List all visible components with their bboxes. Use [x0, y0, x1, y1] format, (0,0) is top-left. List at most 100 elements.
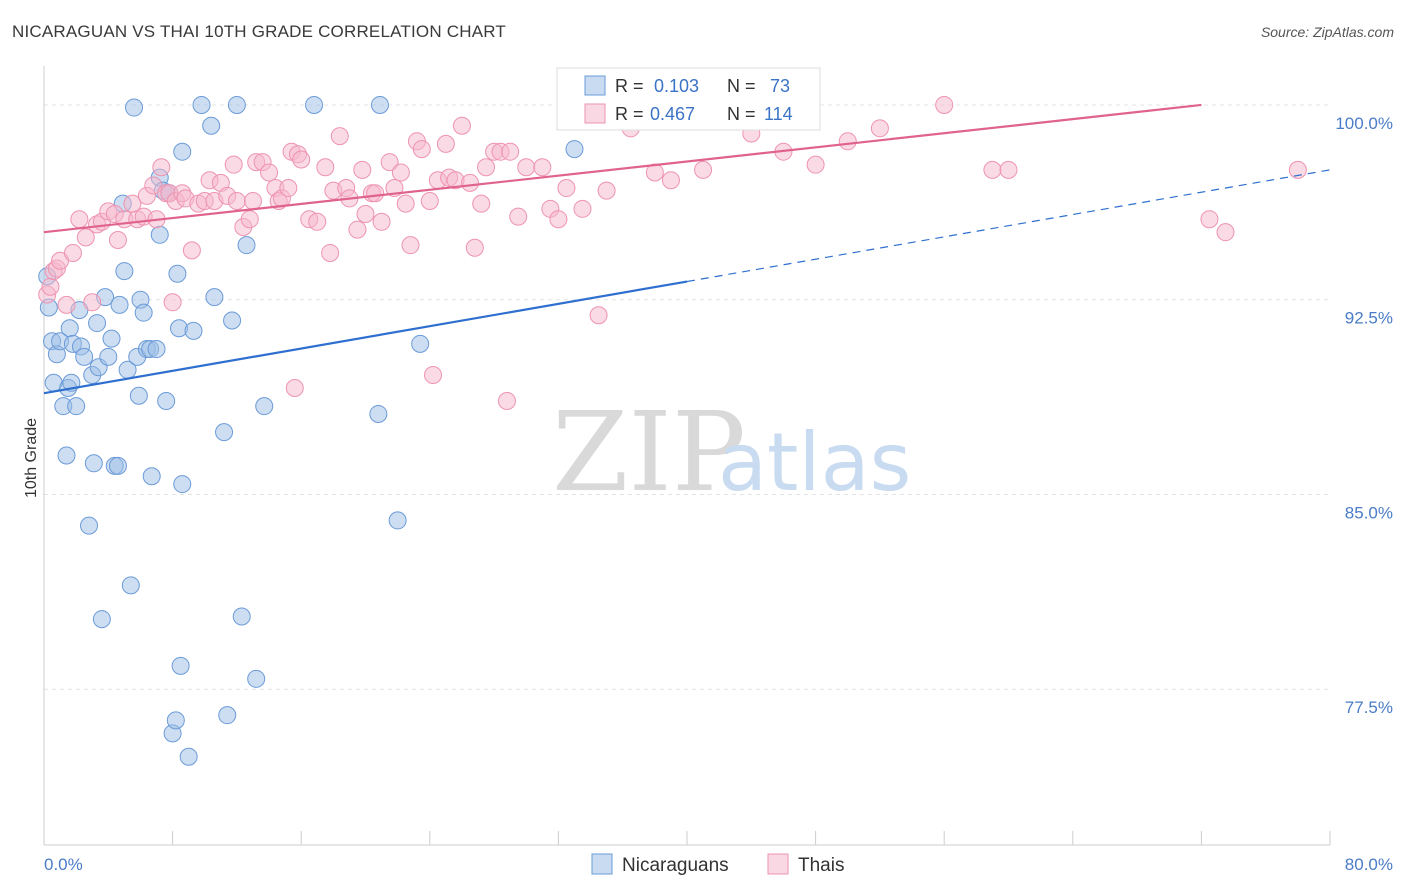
thai-point-57 [330, 127, 349, 146]
thai-point-49 [285, 378, 304, 397]
watermark-atlas: atlas [718, 416, 911, 509]
thai-point-95 [589, 306, 608, 325]
thai-point-111 [999, 160, 1018, 179]
thai-point-106 [806, 155, 825, 174]
thai-point-114 [1288, 160, 1307, 179]
thai-trend-line [43, 103, 1202, 234]
thai-point-82 [472, 194, 491, 213]
x-tick-label-min: 0.0% [44, 855, 83, 874]
thai-point-55 [321, 243, 340, 262]
nicaraguan-point-24 [102, 329, 121, 348]
thai-point-43 [260, 163, 279, 182]
thai-point-8 [76, 228, 95, 247]
nicaraguan-point-34 [129, 386, 148, 405]
y-tick-label-0: 100.0% [1335, 114, 1393, 133]
thai-point-25 [163, 293, 182, 312]
thai-point-7 [70, 210, 89, 229]
nicaraguan-point-68 [369, 404, 388, 423]
thai-point-69 [396, 194, 415, 213]
y-tick-labels: 100.0% 92.5% 85.0% 77.5% [1335, 114, 1393, 717]
thai-point-54 [316, 158, 335, 177]
x-tick-label-max: 80.0% [1345, 855, 1393, 874]
thai-point-113 [1216, 223, 1235, 242]
nicaraguan-point-55 [192, 95, 211, 114]
thai-point-108 [870, 119, 889, 138]
thai-point-94 [573, 199, 592, 218]
nicaraguan-point-19 [88, 314, 107, 333]
thai-point-112 [1200, 210, 1219, 229]
stats-legend-box: R = 0.103 N = 73 R = 0.467 N = 114 [556, 67, 821, 131]
nicaraguan-point-48 [168, 264, 187, 283]
legend-label-thais: Thais [798, 855, 844, 876]
thai-point-61 [353, 160, 372, 179]
thai-point-73 [420, 192, 439, 211]
thai-point-66 [380, 153, 399, 172]
nicaraguan-point-51 [173, 475, 192, 494]
thai-point-62 [356, 205, 375, 224]
nicaraguan-point-60 [223, 311, 242, 330]
x-tick-labels: 0.0% 80.0% [44, 855, 1393, 874]
stats-r-value-1: 0.103 [654, 76, 699, 96]
nicaraguan-point-31 [121, 576, 140, 595]
nicaraguan-point-50 [171, 656, 190, 675]
nicaraguan-point-58 [215, 423, 234, 442]
thai-point-96 [597, 181, 616, 200]
nicaraguan-point-56 [202, 116, 221, 135]
nicaraguan-point-57 [205, 288, 224, 307]
thai-point-86 [497, 391, 516, 410]
legend-swatch-thais [767, 853, 789, 875]
thai-point-22 [152, 158, 171, 177]
nicaraguan-point-52 [173, 142, 192, 161]
nicaraguan-point-29 [115, 262, 134, 281]
trend-lines [43, 103, 1331, 395]
stats-n-value-2: 114 [764, 104, 793, 124]
nicaraguan-point-27 [110, 295, 129, 314]
nicaraguan-point-64 [247, 669, 266, 688]
nicaraguan-point-54 [184, 321, 203, 340]
nicaraguan-point-21 [92, 610, 111, 629]
stats-r-value-2: 0.467 [650, 104, 695, 124]
thai-point-93 [557, 179, 576, 198]
thai-point-51 [292, 150, 311, 169]
thai-point-6 [63, 243, 82, 262]
thai-point-9 [83, 293, 102, 312]
stats-r-label-1: R = [615, 76, 644, 96]
thai-point-70 [401, 236, 420, 255]
nicaraguan-point-71 [565, 140, 584, 159]
thai-point-110 [983, 160, 1002, 179]
nicaraguan-point-16 [80, 516, 99, 535]
thai-point-79 [452, 116, 471, 135]
thai-point-14 [108, 230, 127, 249]
y-tick-label-2: 85.0% [1345, 503, 1393, 522]
nicaraguan-point-69 [370, 95, 389, 114]
thai-point-68 [391, 163, 410, 182]
axes [43, 66, 1331, 846]
nicaraguan-point-15 [75, 347, 94, 366]
stats-n-value-1: 73 [770, 76, 790, 96]
y-tick-label-1: 92.5% [1345, 309, 1393, 328]
thai-point-36 [224, 155, 243, 174]
thai-point-99 [661, 171, 680, 190]
nicaraguan-point-9 [60, 319, 79, 338]
thai-point-109 [935, 95, 954, 114]
stats-n-label-2: N = [727, 104, 756, 124]
thai-point-74 [424, 366, 443, 385]
nicaraguan-point-41 [150, 225, 169, 244]
stats-n-label-1: N = [727, 76, 756, 96]
nicaraguan-point-59 [218, 706, 237, 725]
nicaraguan-point-61 [227, 95, 246, 114]
nicaraguan-point-40 [147, 340, 166, 359]
chart-title: NICARAGUAN VS THAI 10TH GRADE CORRELATIO… [12, 22, 506, 41]
y-tick-label-3: 77.5% [1345, 698, 1393, 717]
thai-point-76 [436, 134, 455, 153]
thai-point-53 [308, 212, 327, 231]
thai-point-72 [412, 140, 431, 159]
nicaraguan-point-26 [108, 456, 127, 475]
watermark-zip: ZIP [552, 388, 746, 516]
thai-point-39 [240, 210, 259, 229]
legend: Nicaraguans Thais [591, 853, 844, 876]
nicaraguan-point-7 [57, 446, 76, 465]
nicaraguan-point-66 [305, 95, 324, 114]
nicaraguan-point-47 [166, 711, 185, 730]
